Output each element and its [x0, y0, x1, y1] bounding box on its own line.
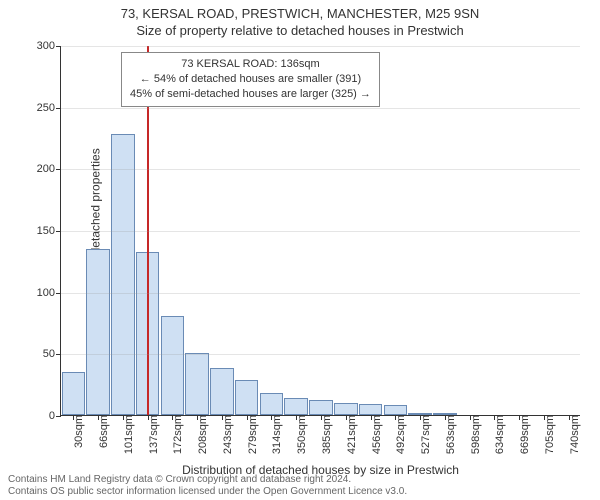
bar	[309, 400, 333, 415]
xtick-label: 314sqm	[267, 415, 283, 454]
xtick-label: 669sqm	[515, 415, 531, 454]
marker-info-box: 73 KERSAL ROAD: 136sqm ← 54% of detached…	[121, 52, 380, 107]
info-line-1: 73 KERSAL ROAD: 136sqm	[130, 57, 371, 72]
xtick-label: 101sqm	[119, 415, 135, 454]
gridline	[61, 293, 580, 294]
bar	[161, 316, 185, 415]
footer-line-2: Contains OS public sector information li…	[8, 486, 407, 498]
xtick-label: 740sqm	[565, 415, 581, 454]
ytick-label: 100	[37, 287, 61, 299]
ytick-label: 0	[49, 410, 61, 422]
xtick-label: 421sqm	[342, 415, 358, 454]
bar	[359, 404, 383, 415]
xtick-label: 563sqm	[441, 415, 457, 454]
gridline	[61, 231, 580, 232]
bar	[334, 403, 358, 415]
bar	[260, 393, 284, 415]
xtick-label: 705sqm	[540, 415, 556, 454]
bar	[235, 380, 259, 415]
xtick-label: 527sqm	[416, 415, 432, 454]
ytick-label: 150	[37, 225, 61, 237]
bar	[384, 405, 408, 415]
footer-line-1: Contains HM Land Registry data © Crown c…	[8, 474, 407, 486]
chart-area: Number of detached properties Distributi…	[60, 46, 580, 416]
bar	[185, 353, 209, 415]
chart-title-block: 73, KERSAL ROAD, PRESTWICH, MANCHESTER, …	[0, 0, 600, 38]
gridline	[61, 354, 580, 355]
xtick-label: 243sqm	[218, 415, 234, 454]
xtick-label: 634sqm	[490, 415, 506, 454]
gridline	[61, 108, 580, 109]
xtick-label: 279sqm	[243, 415, 259, 454]
xtick-label: 385sqm	[317, 415, 333, 454]
xtick-label: 137sqm	[144, 415, 160, 454]
title-subtitle: Size of property relative to detached ho…	[0, 23, 600, 38]
xtick-label: 172sqm	[168, 415, 184, 454]
title-address: 73, KERSAL ROAD, PRESTWICH, MANCHESTER, …	[0, 6, 600, 21]
gridline	[61, 46, 580, 47]
footer-attribution: Contains HM Land Registry data © Crown c…	[8, 474, 407, 498]
ytick-label: 50	[43, 348, 61, 360]
xtick-label: 30sqm	[69, 415, 85, 448]
bar	[111, 134, 135, 415]
xtick-label: 492sqm	[391, 415, 407, 454]
info-line-2: ← 54% of detached houses are smaller (39…	[130, 72, 371, 87]
xtick-label: 456sqm	[367, 415, 383, 454]
gridline	[61, 169, 580, 170]
bar	[86, 249, 110, 416]
xtick-label: 598sqm	[466, 415, 482, 454]
bar	[210, 368, 234, 415]
xtick-label: 66sqm	[94, 415, 110, 448]
xtick-label: 350sqm	[292, 415, 308, 454]
bar	[62, 372, 86, 415]
ytick-label: 300	[37, 40, 61, 52]
plot-region: Number of detached properties Distributi…	[60, 46, 580, 416]
bar	[284, 398, 308, 415]
ytick-label: 200	[37, 163, 61, 175]
ytick-label: 250	[37, 102, 61, 114]
info-line-3: 45% of semi-detached houses are larger (…	[130, 87, 371, 102]
xtick-label: 208sqm	[193, 415, 209, 454]
